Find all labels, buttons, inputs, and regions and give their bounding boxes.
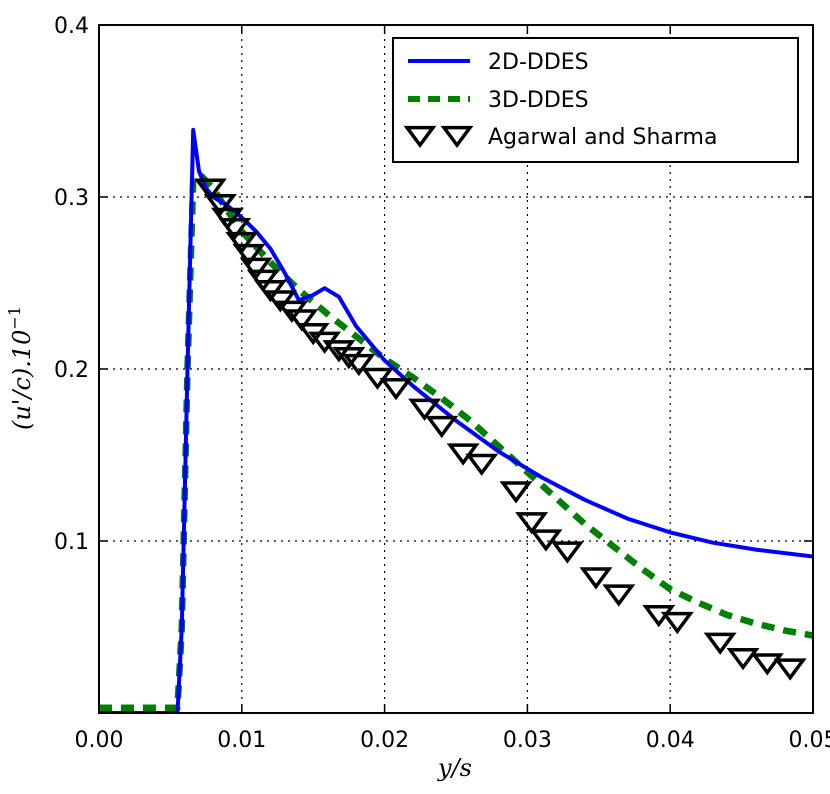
y-axis-label-exponent: −1 [5, 306, 24, 330]
agarwal-sharma-marker [529, 529, 563, 552]
agarwal-sharma-marker [703, 632, 737, 655]
agarwal-sharma-marker [408, 398, 442, 421]
series-line-3d-ddes [99, 173, 813, 712]
agarwal-sharma-marker [726, 648, 760, 671]
x-axis-label: y/s [437, 754, 472, 782]
agarwal-sharma-marker [342, 353, 376, 377]
legend-marker-agarwal-sharma [440, 125, 474, 149]
legend: 2D-DDES 3D-DDES Agarwal and Sharma [392, 37, 799, 163]
x-tick-label: 0.01 [217, 728, 266, 753]
agarwal-sharma-marker [465, 453, 499, 476]
agarwal-sharma-marker [660, 611, 694, 635]
y-tick-label: 0.1 [54, 530, 89, 555]
legend-label-3d-ddes: 3D-DDES [488, 88, 589, 113]
y-tick-label: 0.3 [54, 186, 89, 211]
agarwal-sharma-marker [225, 231, 259, 255]
agarwal-sharma-marker [499, 481, 533, 504]
agarwal-sharma-marker [193, 178, 227, 201]
agarwal-sharma-marker [773, 658, 807, 681]
agarwal-sharma-marker [602, 584, 636, 607]
agarwal-sharma-marker [425, 415, 459, 439]
agarwal-sharma-marker [239, 257, 273, 280]
x-tick-label: 0.00 [75, 728, 124, 753]
y-axis-label: (u'/c).10−1 [5, 306, 36, 430]
series-1 [99, 173, 813, 712]
y-tick-label: 0.2 [54, 358, 89, 383]
agarwal-sharma-marker [750, 653, 784, 676]
y-tick-label: 0.4 [54, 14, 89, 39]
x-tick-label: 0.03 [503, 728, 552, 753]
agarwal-sharma-marker [285, 309, 319, 332]
y-axis-label-main: (u'/c).10 [8, 330, 36, 430]
x-tick-label: 0.04 [646, 728, 695, 753]
series-layer [99, 127, 813, 713]
agarwal-sharma-marker [203, 193, 237, 217]
legend-marker-agarwal-sharma [403, 125, 437, 149]
legend-markers [403, 125, 474, 149]
legend-label-agarwal-sharma: Agarwal and Sharma [488, 125, 717, 150]
agarwal-sharma-marker [579, 567, 613, 590]
x-tick-label: 0.02 [360, 728, 409, 753]
agarwal-sharma-marker [550, 541, 584, 564]
agarwal-sharma-marker [322, 340, 356, 363]
agarwal-sharma-marker [232, 243, 266, 267]
agarwal-sharma-marker [515, 512, 549, 535]
agarwal-sharma-marker [379, 378, 413, 401]
series-0 [99, 127, 813, 713]
x-tick-label: 0.05 [789, 728, 830, 753]
series-line-2d-ddes [99, 127, 813, 713]
ticks: 0.00 0.01 0.02 0.03 0.04 0.05 0.1 0.2 0.3 0.4 [54, 14, 830, 753]
legend-label-2d-ddes: 2D-DDES [488, 50, 589, 75]
agarwal-sharma-marker [218, 218, 252, 241]
series-2 [193, 178, 807, 681]
agarwal-sharma-marker [332, 347, 366, 370]
